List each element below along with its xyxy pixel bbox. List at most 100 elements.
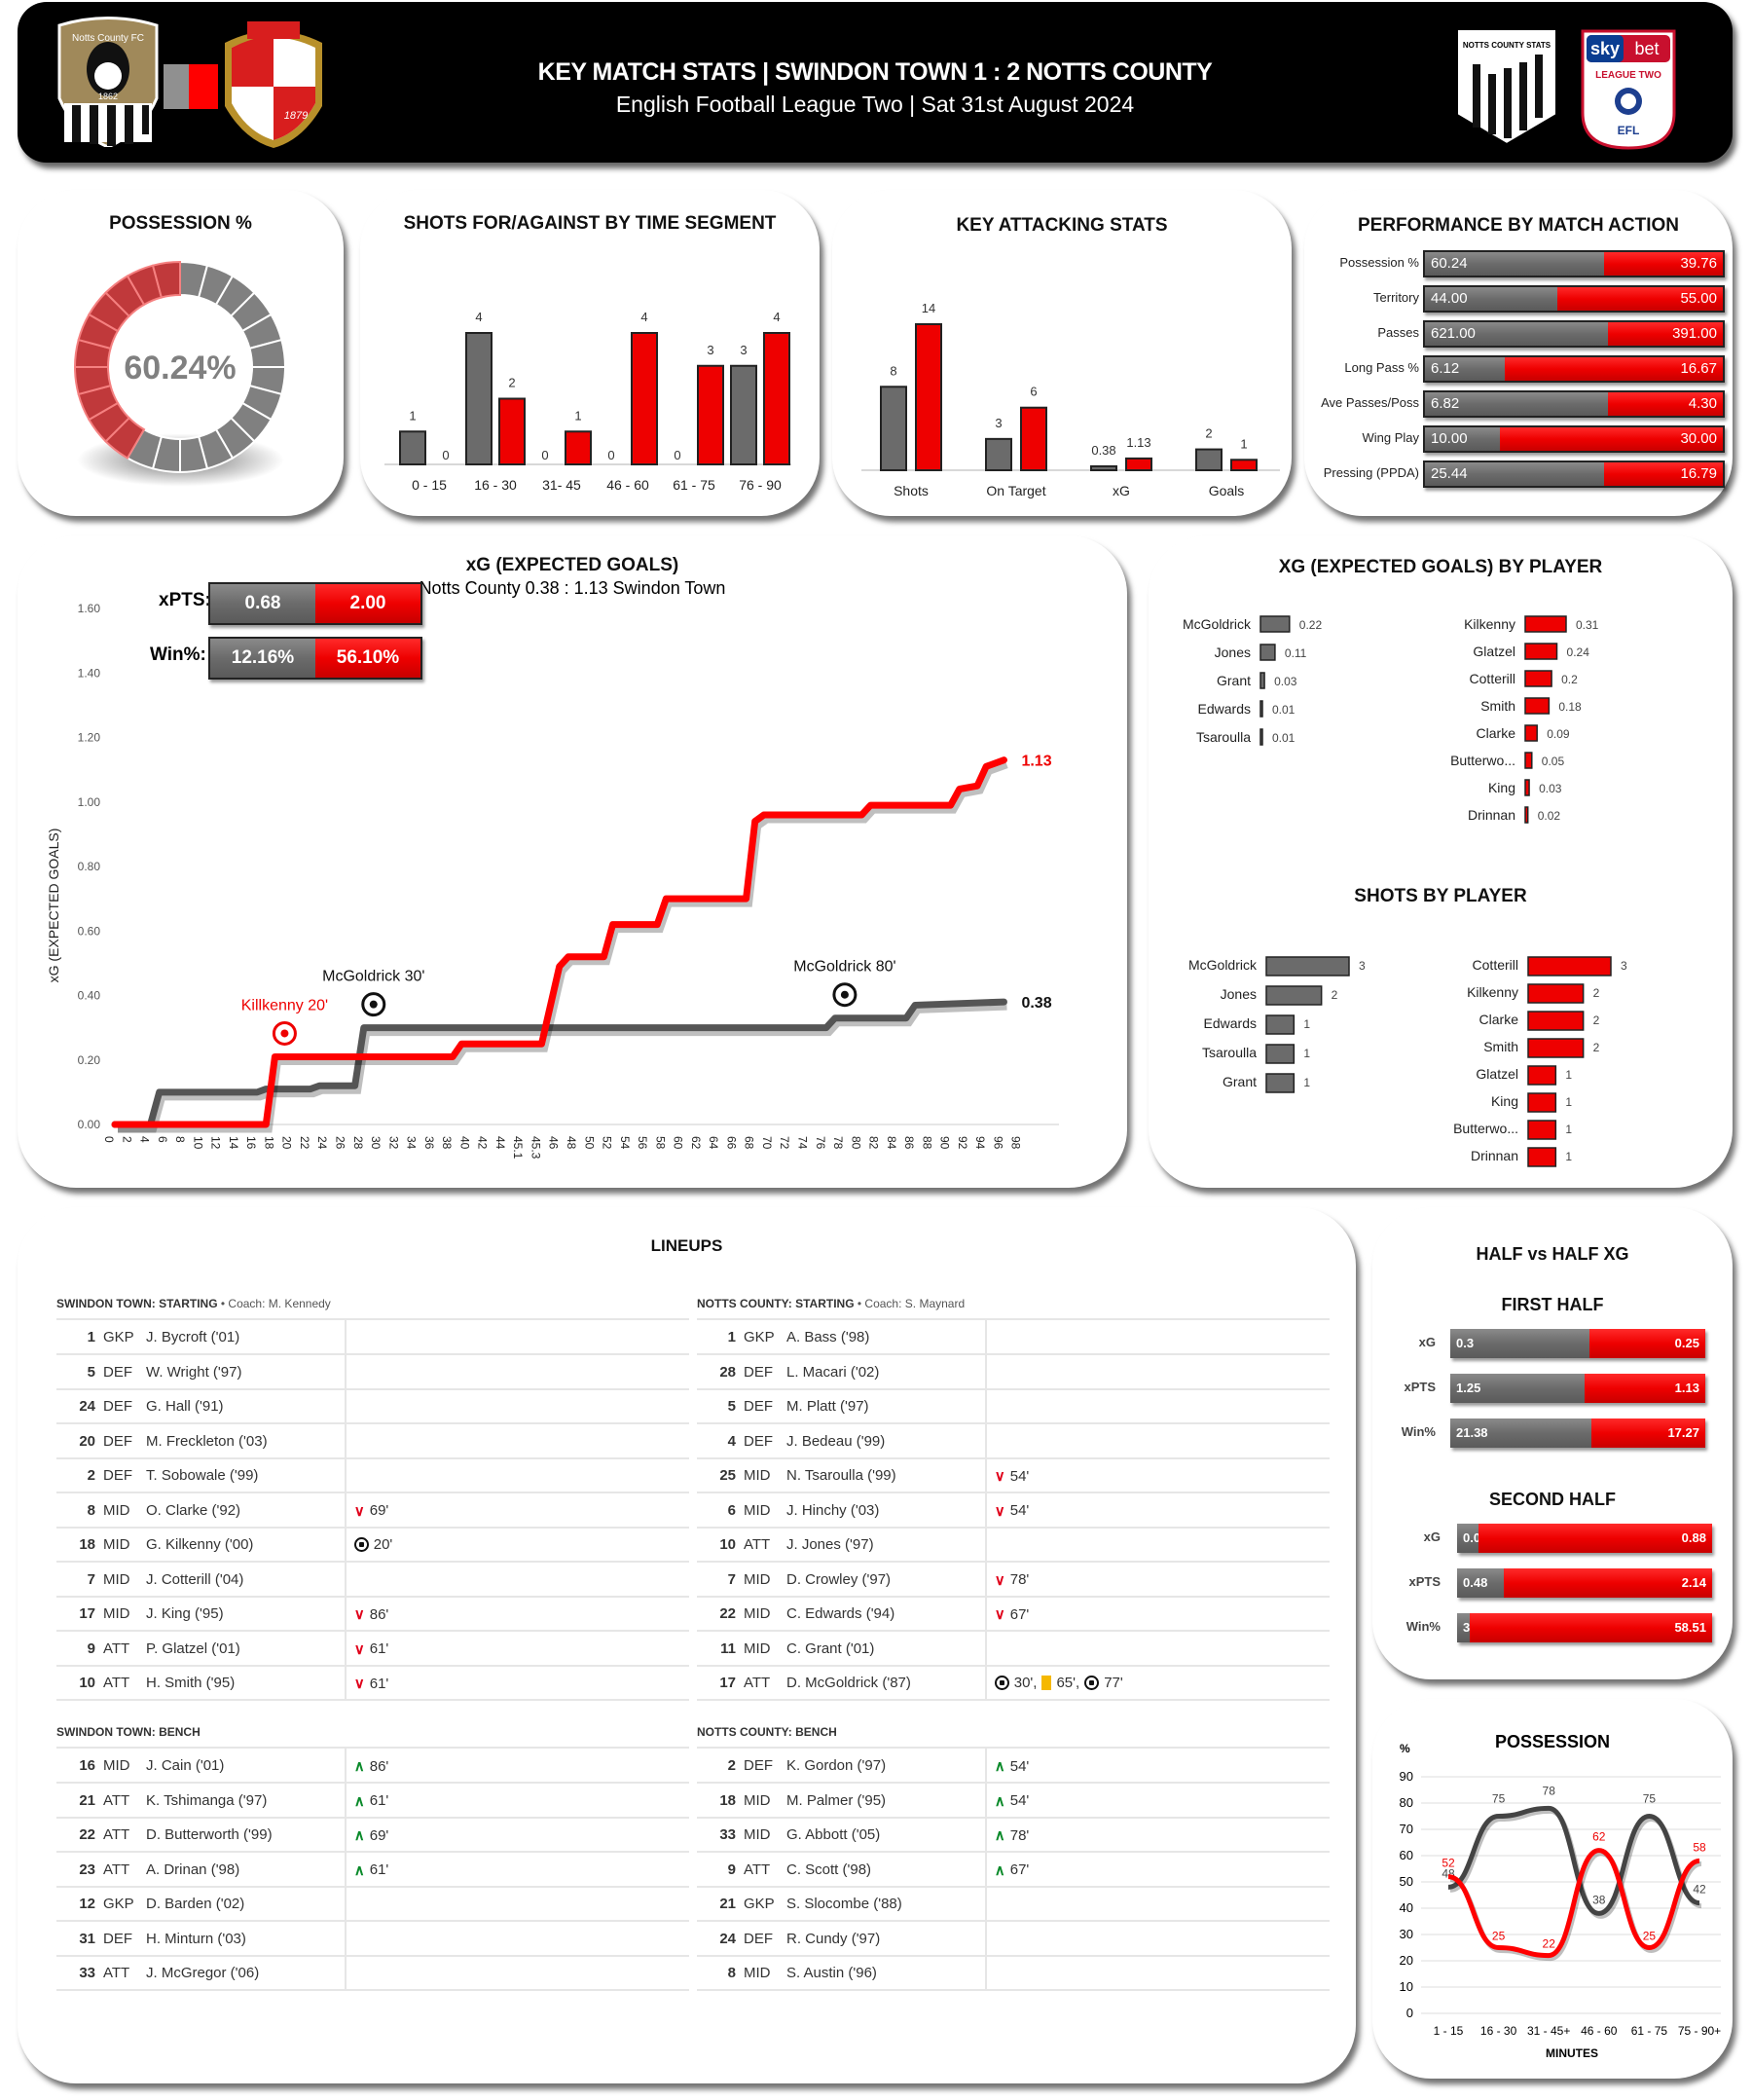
player-stats-card: XG (EXPECTED GOALS) BY PLAYER player-axi… [1149, 535, 1733, 1188]
performance-row-label: Pressing (PPDA) [1323, 465, 1419, 480]
player-bar-notts [1265, 956, 1350, 976]
xg-title: xG (EXPECTED GOALS) [465, 555, 679, 575]
player-name: D. Crowley ('97) [786, 1570, 892, 1588]
divider [984, 1389, 987, 1424]
half-value-notts: 0.3 [1450, 1329, 1589, 1358]
player-value-label: 0.09 [1547, 727, 1570, 741]
divider [344, 1320, 347, 1355]
x-tick-label: 70 [760, 1136, 774, 1150]
x-tick-label: 46 - 60 [1581, 2024, 1618, 2038]
svg-text:sky: sky [1590, 39, 1620, 58]
player-name: O. Clarke ('92) [146, 1501, 241, 1519]
position: GKP [103, 1896, 134, 1912]
performance-value-swindon: 39.76 [1604, 252, 1723, 276]
data-label: 62 [1592, 1830, 1606, 1844]
x-tick-label: 34 [405, 1136, 419, 1150]
player-name-label: Kilkenny [1464, 616, 1515, 632]
x-tick-label: 88 [920, 1136, 933, 1150]
player-bar-notts [1259, 615, 1291, 633]
player-name: G. Abbott ('05) [786, 1826, 881, 1843]
shirt-number: 10 [79, 1675, 95, 1691]
xg-end-label-swindon: 1.13 [1021, 754, 1051, 770]
player-name-label: Glatzel [1473, 644, 1515, 659]
y-tick-label: 70 [1400, 1822, 1413, 1836]
position: MID [744, 1965, 771, 1981]
shots-segment-card: SHOTS FOR/AGAINST BY TIME SEGMENT 1 0 0 - … [360, 190, 820, 516]
player-bar-swindon [1527, 1120, 1557, 1140]
page-title: KEY MATCH STATS | SWINDON TOWN 1 : 2 NOT… [537, 58, 1213, 86]
shirt-number: 12 [79, 1896, 95, 1912]
divider [344, 1354, 347, 1390]
player-name: L. Macari ('02) [786, 1363, 880, 1381]
half-subtitle: SECOND HALF [1489, 1490, 1616, 1509]
x-tick-label: 26 [334, 1136, 347, 1150]
position: GKP [744, 1329, 775, 1345]
player-events: ∧ 78' [995, 1826, 1030, 1845]
shots-by-player-chart: player-axis-lineMcGoldrick3Jones2Edwards… [1188, 956, 1627, 1167]
lineup-row: 1 GKP A. Bass ('98) [697, 1320, 1330, 1355]
y-tick-label: 40 [1400, 1900, 1413, 1915]
x-axis-title: MINUTES [1546, 2046, 1598, 2060]
goal-annotation: McGoldrick 30' [322, 969, 424, 985]
position: ATT [744, 1536, 771, 1553]
goal-icon [1084, 1676, 1100, 1690]
player-value-label: 1 [1303, 1076, 1310, 1089]
player-value-label: 0.31 [1576, 618, 1599, 632]
possession-line-card: POSSESSION% 0 10 20 30 40 50 60 70 80 90 1 - 15 16 -… [1372, 1699, 1733, 2079]
shirt-number: 8 [727, 1965, 736, 1981]
x-tick-label: 96 [991, 1136, 1004, 1150]
divider [984, 1631, 987, 1667]
player-name-label: Drinnan [1471, 1148, 1518, 1163]
shirt-number: 16 [79, 1757, 95, 1774]
notts-county-crest-icon: Notts County FC 1862 [57, 17, 159, 147]
player-value-label: 0.03 [1274, 675, 1297, 688]
lineup-section-header: NOTTS COUNTY: BENCH [697, 1725, 837, 1739]
player-name-label: Edwards [1198, 701, 1251, 717]
player-name-label: McGoldrick [1188, 957, 1258, 973]
bar-value-label: 3 [740, 343, 747, 357]
player-bar-swindon [1524, 724, 1538, 742]
sub-off-icon: ∨ [353, 1502, 365, 1520]
player-value-label: 1 [1565, 1123, 1572, 1136]
x-tick-label: 62 [689, 1136, 703, 1150]
player-bar-swindon [1524, 752, 1533, 769]
lineup-row: 18 MID M. Palmer ('95) ∧ 54' [697, 1783, 1330, 1819]
bar-value-label: 6 [1030, 385, 1037, 399]
player-name: D. Butterworth ('99) [146, 1826, 273, 1843]
player-name: C. Edwards ('94) [786, 1605, 895, 1622]
performance-value-swindon: 16.67 [1505, 357, 1723, 381]
player-name-label: McGoldrick [1183, 616, 1252, 632]
data-label: 75 [1492, 1792, 1506, 1806]
bar-value-label: 3 [995, 416, 1002, 430]
half-bar: 1.25 1.13 [1450, 1374, 1705, 1403]
x-tick-label: 80 [849, 1136, 862, 1150]
lineup-row: 21 ATT K. Tshimanga ('97) ∧ 61' [56, 1783, 689, 1819]
possession-card: POSSESSION % 60.24% [18, 190, 344, 516]
x-tick-label: 38 [440, 1136, 454, 1150]
y-tick-label: 1.00 [78, 795, 101, 809]
player-events: ∨ 61' [354, 1675, 389, 1693]
player-name-label: Clarke [1477, 725, 1516, 741]
half-value-swindon: 1.13 [1584, 1374, 1705, 1403]
data-label: 78 [1543, 1784, 1556, 1797]
x-tick-label: 4 [138, 1136, 152, 1143]
data-label: 75 [1643, 1792, 1657, 1806]
bar-notts [985, 437, 1012, 472]
shirt-number: 2 [87, 1467, 95, 1484]
divider [56, 1318, 689, 1320]
player-value-label: 2 [1593, 1013, 1600, 1027]
bar-value-label: 8 [890, 363, 896, 378]
player-value-label: 3 [1359, 959, 1366, 973]
shirt-number: 23 [79, 1861, 95, 1878]
half-bar: 21.38 17.27 [1450, 1418, 1705, 1448]
player-value-label: 2 [1593, 1041, 1600, 1054]
x-tick-label: xG [1113, 483, 1130, 498]
data-label: 58 [1693, 1840, 1706, 1854]
player-name-label: Cotterill [1470, 671, 1515, 686]
lineup-row: 22 MID C. Edwards ('94) ∨ 67' [697, 1597, 1330, 1632]
player-bar-swindon [1524, 806, 1529, 824]
position: MID [744, 1639, 771, 1657]
player-name-label: Butterwo... [1450, 753, 1515, 768]
player-name: J. Bedeau ('99) [786, 1432, 886, 1450]
x-tick-label: 72 [778, 1136, 791, 1150]
